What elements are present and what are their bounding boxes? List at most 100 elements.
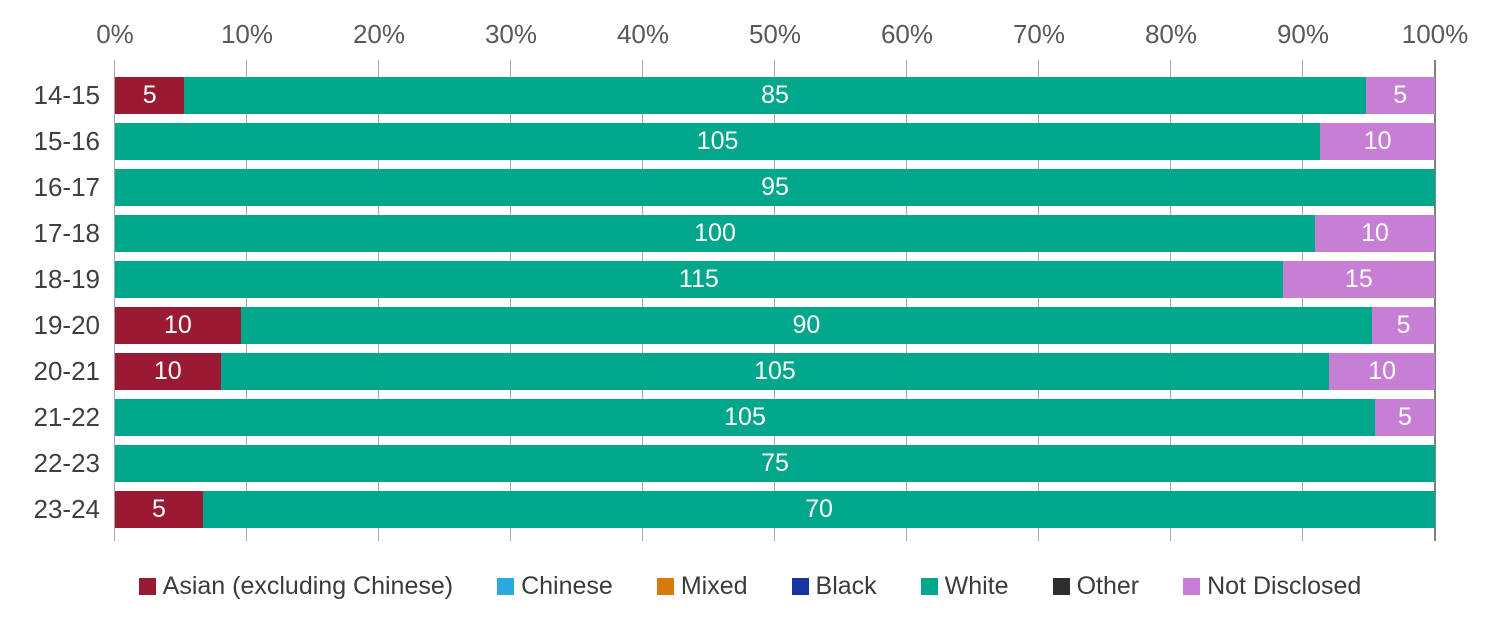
legend-label: Other <box>1076 572 1140 600</box>
x-axis-tick-label: 30% <box>484 19 538 49</box>
legend-label: Asian (excluding Chinese) <box>162 572 454 600</box>
gridline <box>114 60 115 541</box>
data-label: 105 <box>724 403 766 431</box>
y-axis-category-label: 15-16 <box>33 126 101 156</box>
legend-swatch-black <box>791 578 809 595</box>
y-axis-category-label: 18-19 <box>33 264 101 294</box>
bar-segment-white[interactable]: 95 <box>115 169 1435 206</box>
legend-label: Black <box>815 572 877 600</box>
data-label: 5 <box>1398 403 1412 431</box>
bar-row: 16-17 95 <box>34 169 1435 206</box>
data-label: 10 <box>1361 219 1389 247</box>
bar-segment-not-disclosed[interactable]: 10 <box>1320 123 1435 160</box>
legend-item-mixed[interactable]: Mixed <box>656 572 748 601</box>
bar-row: 19-20 10 90 5 <box>34 307 1435 344</box>
legend-item-white[interactable]: White <box>920 572 1009 601</box>
data-label: 10 <box>1363 127 1392 155</box>
data-label: 115 <box>678 265 719 293</box>
bar-segment-white[interactable]: 100 <box>115 215 1315 252</box>
data-label: 90 <box>792 311 821 339</box>
gridline <box>1170 60 1171 541</box>
x-axis-tick-label: 0% <box>96 19 134 49</box>
bar-segment-not-disclosed[interactable]: 5 <box>1372 307 1435 344</box>
x-axis-tick-label: 70% <box>1012 19 1066 49</box>
y-axis-category-label: 19-20 <box>33 310 101 340</box>
legend-item-not-disclosed[interactable]: Not Disclosed <box>1183 572 1361 601</box>
data-label: 85 <box>761 81 789 109</box>
legend-item-chinese[interactable]: Chinese <box>497 572 613 601</box>
legend-label: Not Disclosed <box>1207 572 1362 600</box>
gridline <box>1302 60 1303 541</box>
legend-swatch-mixed <box>656 578 674 595</box>
y-axis-category-label: 17-18 <box>33 218 101 248</box>
data-label: 5 <box>1396 311 1411 339</box>
bar-row: 22-23 75 <box>34 445 1435 482</box>
x-axis-tick-label: 10% <box>220 19 274 49</box>
x-axis: 0% 10% 20% 30% 40% 50% 60% 70% 80% 90% 100% <box>96 19 1468 50</box>
y-axis-category-label: 21-22 <box>33 402 101 432</box>
data-label: 105 <box>754 357 796 385</box>
bar-segment-asian-excluding-chinese[interactable]: 10 <box>115 353 221 390</box>
bar-segment-not-disclosed[interactable]: 10 <box>1329 353 1435 390</box>
y-axis-category-label: 23-24 <box>33 494 101 524</box>
bar-row: 18-19 115 15 <box>34 261 1435 298</box>
bar-row: 20-21 10 105 10 <box>34 353 1435 390</box>
stacked-bar: 100 10 <box>115 215 1435 252</box>
bar-segment-white[interactable]: 105 <box>115 123 1321 160</box>
data-label: 10 <box>163 311 192 339</box>
x-axis-tick-label: 60% <box>880 19 934 49</box>
gridline <box>246 60 247 541</box>
data-label: 15 <box>1344 265 1373 293</box>
bar-segment-white[interactable]: 105 <box>220 353 1330 390</box>
data-label: 70 <box>805 495 833 523</box>
bar-segment-white[interactable]: 115 <box>115 261 1283 298</box>
bar-segment-not-disclosed[interactable]: 10 <box>1315 215 1435 252</box>
bar-segment-white[interactable]: 85 <box>184 77 1366 114</box>
bar-row: 23-24 5 70 <box>34 491 1435 528</box>
bar-segment-white[interactable]: 90 <box>240 307 1373 344</box>
gridline <box>1038 60 1039 541</box>
data-label: 105 <box>696 127 739 155</box>
bar-segment-asian-excluding-chinese[interactable]: 5 <box>115 77 185 114</box>
x-axis-tick-label: 20% <box>352 19 406 49</box>
legend-item-asian-excluding-chinese[interactable]: Asian (excluding Chinese) <box>138 572 454 601</box>
gridline <box>642 60 643 541</box>
bar-row: 15-16 105 10 <box>34 123 1435 160</box>
bar-row: 17-18 100 10 <box>34 215 1435 252</box>
bar-segment-not-disclosed[interactable]: 15 <box>1282 261 1435 298</box>
bar-segment-asian-excluding-chinese[interactable]: 5 <box>115 491 203 528</box>
bar-row: 21-22 105 5 <box>34 399 1435 436</box>
bar-segment-white[interactable]: 105 <box>115 399 1375 436</box>
data-label: 5 <box>142 81 157 109</box>
x-axis-tick-label: 100% <box>1401 19 1469 49</box>
stacked-bar: 105 10 <box>115 123 1435 160</box>
data-label: 100 <box>694 219 736 247</box>
x-axis-tick-label: 80% <box>1144 19 1198 49</box>
legend-item-black[interactable]: Black <box>791 572 877 601</box>
data-label: 95 <box>761 173 789 201</box>
data-label: 5 <box>1393 81 1408 109</box>
bar-segment-not-disclosed[interactable]: 5 <box>1375 399 1435 436</box>
y-axis-category-label: 14-15 <box>33 80 101 110</box>
plot-area: 14-15 5 85 5 15-16 105 10 16-17 95 17-18 100 10 18-1… <box>34 60 1436 541</box>
bar-segment-asian-excluding-chinese[interactable]: 10 <box>115 307 241 344</box>
legend-swatch-white <box>920 578 938 595</box>
data-label: 10 <box>1368 357 1397 385</box>
legend-swatch-chinese <box>497 578 515 595</box>
bar-segment-not-disclosed[interactable]: 5 <box>1365 77 1435 114</box>
gridline <box>774 60 775 541</box>
stacked-bar: 105 5 <box>115 399 1435 436</box>
data-label: 75 <box>761 449 789 477</box>
legend: Asian (excluding Chinese) Chinese Mixed Bla… <box>0 572 1500 601</box>
data-label: 10 <box>153 357 182 385</box>
gridline <box>906 60 907 541</box>
legend-swatch-asian-excluding-chinese <box>138 578 156 595</box>
legend-item-other[interactable]: Other <box>1052 572 1140 601</box>
legend-label: White <box>944 572 1009 600</box>
legend-label: Mixed <box>680 572 748 600</box>
y-axis-category-label: 20-21 <box>33 356 101 386</box>
bar-segment-white[interactable]: 75 <box>115 445 1435 482</box>
bar-segment-white[interactable]: 70 <box>203 491 1435 528</box>
stacked-bar: 5 85 5 <box>115 77 1435 114</box>
